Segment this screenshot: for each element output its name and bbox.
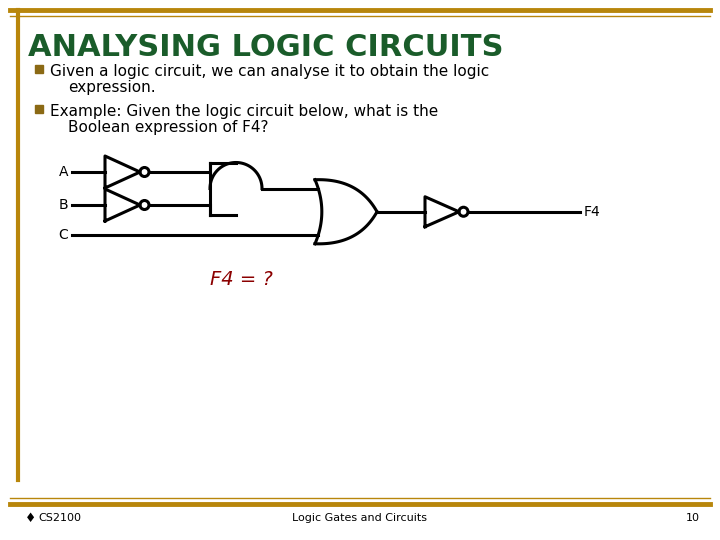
Text: Given a logic circuit, we can analyse it to obtain the logic: Given a logic circuit, we can analyse it… (50, 64, 490, 79)
Text: A: A (58, 165, 68, 179)
Bar (35, 105, 43, 113)
Text: ♦: ♦ (25, 511, 36, 524)
Text: Logic Gates and Circuits: Logic Gates and Circuits (292, 513, 428, 523)
Text: F4: F4 (584, 205, 600, 219)
Text: ANALYSING LOGIC CIRCUITS: ANALYSING LOGIC CIRCUITS (28, 33, 503, 62)
Text: expression.: expression. (68, 80, 156, 95)
Text: Example: Given the logic circuit below, what is the: Example: Given the logic circuit below, … (50, 104, 438, 119)
Text: C: C (58, 228, 68, 242)
Text: CS2100: CS2100 (38, 513, 81, 523)
Text: F4 = ?: F4 = ? (210, 270, 273, 289)
Text: Boolean expression of F4?: Boolean expression of F4? (68, 120, 269, 135)
Text: B: B (58, 198, 68, 212)
Text: 10: 10 (686, 513, 700, 523)
Bar (35, 65, 43, 73)
